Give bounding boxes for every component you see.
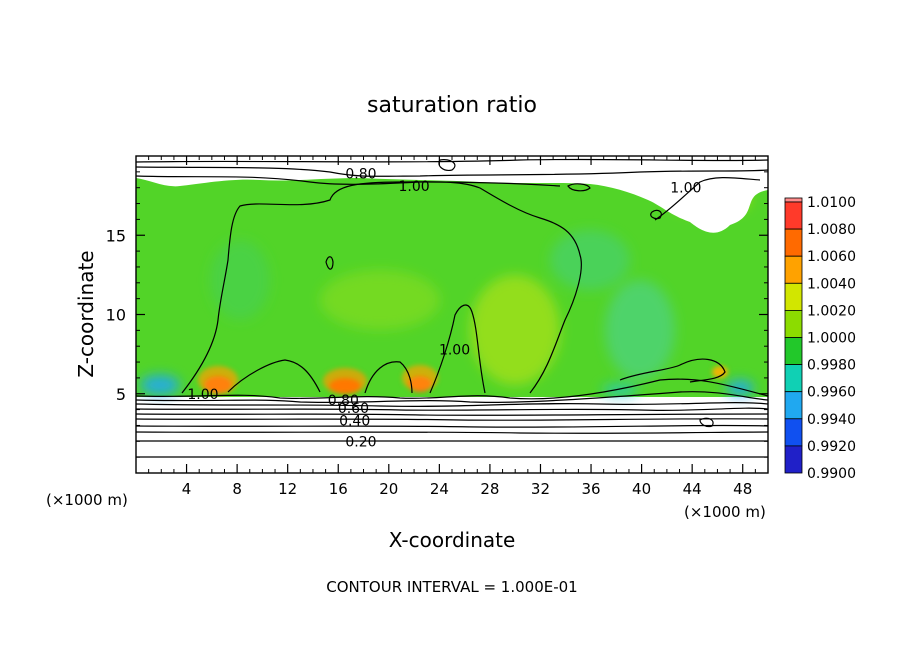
colorbar-swatch: [784, 255, 803, 284]
colorbar-label: 1.0040: [807, 276, 856, 292]
y-axis-label: Z-coordinate: [74, 250, 98, 377]
colorbar-label: 0.9940: [807, 412, 856, 428]
contour-interval-note: CONTOUR INTERVAL = 1.000E-01: [326, 578, 577, 596]
contour-label: 0.60: [338, 401, 369, 417]
y-tick-label: 10: [106, 306, 126, 325]
colorbar-label: 0.9980: [807, 358, 856, 374]
contour-label: 1.00: [398, 179, 429, 195]
y-tick-label: 5: [116, 385, 126, 404]
colorbar-label: 1.0060: [807, 249, 856, 265]
heatmap-field: [136, 156, 768, 473]
x-tick-label: 8: [232, 480, 242, 498]
colorbar-label: 0.9920: [807, 439, 856, 455]
colorbar-label: 1.0000: [807, 331, 856, 347]
colorbar-swatch: [784, 418, 803, 447]
x-tick-label: 28: [480, 480, 499, 498]
y-axis: 5 10 15: [106, 171, 768, 458]
contour-label: 0.80: [345, 166, 376, 182]
x-tick-label: 24: [430, 480, 449, 498]
x-tick-label: 12: [278, 480, 297, 498]
chart-title: saturation ratio: [367, 93, 537, 118]
x-tick-label: 20: [379, 480, 398, 498]
colorbar-label: 1.0080: [807, 222, 856, 238]
y-tick-label: 15: [106, 226, 126, 245]
x-unit-left: (×1000 m): [46, 491, 128, 509]
colorbar-label: 1.0100: [807, 195, 856, 211]
x-axis: 4 8 12 16 20 24 28 32 36 40 44 48: [148, 156, 756, 498]
contour-label: 0.40: [339, 414, 370, 430]
colorbar: 1.0100 1.0080 1.0060 1.0040 1.0020 1.0000 0.99…: [784, 195, 856, 482]
colorbar-label: 1.0020: [807, 303, 856, 319]
colorbar-swatch: [784, 337, 803, 366]
colorbar-swatch: [784, 364, 803, 393]
x-unit-right: (×1000 m): [684, 503, 766, 521]
colorbar-label: 0.9960: [807, 385, 856, 401]
contour-lines: [136, 158, 768, 458]
contour-labels: 0.801.001.001.001.000.800.600.400.20: [187, 166, 701, 450]
x-tick-label: 16: [329, 480, 348, 498]
x-tick-label: 40: [632, 480, 651, 498]
x-tick-label: 4: [182, 480, 192, 498]
colorbar-swatch: [784, 201, 803, 230]
contour-label: 0.80: [328, 393, 359, 409]
colorbar-swatch: [784, 391, 803, 420]
colorbar-swatch: [784, 282, 803, 311]
colorbar-swatch: [784, 309, 803, 338]
x-tick-label: 32: [531, 480, 550, 498]
contour-label: 0.20: [345, 434, 376, 450]
colorbar-swatch: [784, 197, 803, 203]
contour-label: 1.00: [187, 387, 218, 403]
colorbar-swatch: [784, 445, 803, 474]
x-axis-label: X-coordinate: [389, 528, 516, 552]
contour-label: 1.00: [670, 181, 701, 197]
colorbar-label: 0.9900: [807, 466, 856, 482]
x-tick-label: 36: [581, 480, 600, 498]
x-tick-label: 48: [733, 480, 752, 498]
contour-label: 1.00: [439, 342, 470, 358]
colorbar-swatch: [784, 228, 803, 257]
x-tick-label: 44: [683, 480, 702, 498]
